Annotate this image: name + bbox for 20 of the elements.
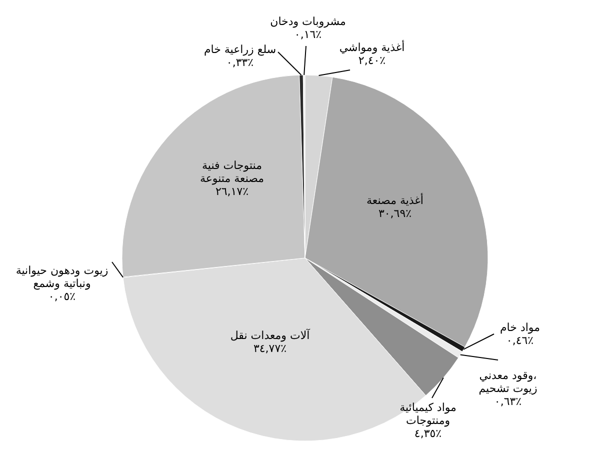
slice-label: زيوت ودهون حيوانية ونباتية وشمع <box>16 264 108 290</box>
data-label: ٠,١٦٪ <box>294 28 322 41</box>
data-label: ٣٤,٧٧٪ <box>253 342 287 355</box>
data-label: ٢,٤٠٪ <box>358 54 386 67</box>
data-label: ٣٠,٦٩٪ <box>378 207 412 220</box>
slice-label: مواد كيميائية ومنتوجات <box>400 401 457 427</box>
slice-label: منتوجات فنية مصنعة متنوعة <box>200 159 264 185</box>
slice-label: مواد خام <box>500 321 540 334</box>
data-label: ٤,٣٥٪ <box>414 427 442 440</box>
slice-label: سلع زراعية خام <box>204 43 276 56</box>
data-label: ٢٦,١٧٪ <box>215 185 249 198</box>
slice-label: وقود معدني، زيوت تشحيم <box>478 369 538 395</box>
slice-label: أغذية ومواشي <box>339 40 405 54</box>
slice-label: آلات ومعدات نقل <box>230 328 311 342</box>
data-label: ٠,٣٣٪ <box>226 56 254 69</box>
data-label: ٠,٠٥٪ <box>48 290 76 303</box>
slice-label: أغذية مصنعة <box>366 193 424 207</box>
data-label: ٠,٦٣٪ <box>494 395 522 408</box>
slice-label: مشروبات ودخان <box>270 15 346 28</box>
data-label: ٠,٤٦٪ <box>506 334 534 347</box>
